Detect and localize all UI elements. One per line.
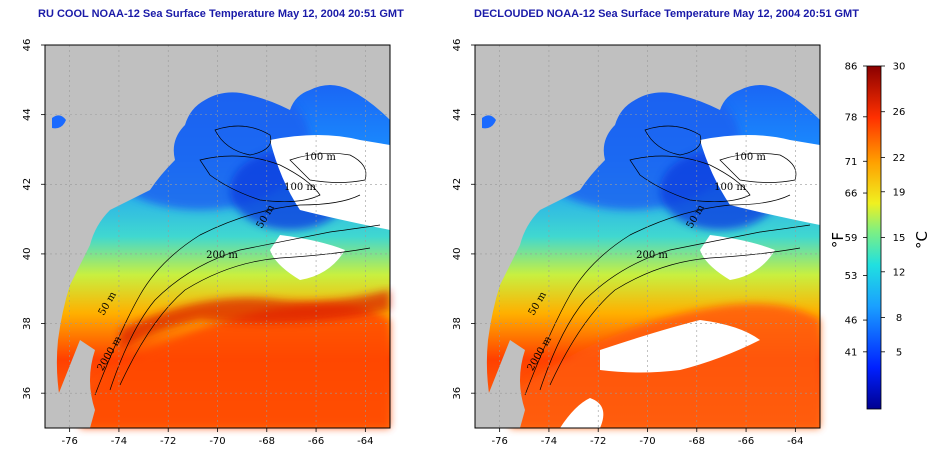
lat-tick-label: 42 [22,178,33,191]
lon-tick-label: -76 [491,436,507,447]
temperature-colorbar: 30 26 22 19 15 12 8 5 86 78 71 66 59 53 46 41 °F °C [829,62,931,410]
lon-tick-label: -68 [259,436,275,447]
lon-tick-label: -72 [160,436,176,447]
left-bathymetry-contours [94,125,381,396]
fahrenheit-tick-label: 71 [845,157,858,168]
celsius-tick-label: 30 [893,62,906,73]
left-map-title: RU COOL NOAA-12 Sea Surface Temperature … [38,8,404,20]
lat-tick-label: 40 [452,248,463,261]
celsius-unit-label: °C [913,231,931,249]
fahrenheit-tick-label: 41 [845,347,858,358]
lat-tick-label: 44 [452,108,463,121]
celsius-tick-label: 8 [896,313,902,324]
lat-tick-label: 44 [22,108,33,121]
fahrenheit-tick-label: 59 [845,233,858,244]
lat-tick-label: 38 [22,317,33,330]
lat-tick-label: 36 [22,387,33,400]
contour-label: 100 m [304,152,336,163]
celsius-tick-label: 26 [893,107,906,118]
contour-label: 100 m [734,152,766,163]
colorbar-ticks: 30 26 22 19 15 12 8 5 86 78 71 66 59 53 46 41 [845,62,906,359]
contour-label: 100 m [284,182,316,193]
lon-tick-label: -70 [209,436,225,447]
left-grid [45,44,390,428]
right-cloud-gap [600,320,760,373]
right-bathymetry-contours [524,125,811,396]
contour-label: 200 m [636,250,668,261]
lon-tick-label: -68 [689,436,705,447]
fahrenheit-unit-label: °F [829,232,847,248]
celsius-tick-label: 12 [893,267,906,278]
right-axis-ticks: -76 -74 -72 -70 -68 -66 -64 36 38 40 42 44 46 [452,39,804,447]
left-land-mass [45,45,390,428]
lon-tick-label: -72 [590,436,606,447]
lon-tick-label: -66 [308,436,324,447]
lon-tick-label: -64 [787,436,803,447]
fahrenheit-tick-label: 78 [845,112,858,123]
lat-tick-label: 36 [452,387,463,400]
celsius-tick-label: 5 [896,347,902,358]
contour-label: 200 m [206,250,238,261]
lat-tick-label: 38 [452,317,463,330]
right-map-title: DECLOUDED NOAA-12 Sea Surface Temperatur… [474,8,859,20]
fahrenheit-tick-label: 66 [845,189,858,200]
fahrenheit-tick-label: 86 [845,62,858,73]
lon-tick-label: -66 [738,436,754,447]
lon-tick-label: -64 [357,436,373,447]
celsius-tick-label: 15 [893,233,906,244]
fahrenheit-tick-label: 46 [845,316,858,327]
lon-tick-label: -70 [639,436,655,447]
contour-label: 100 m [714,182,746,193]
right-grid [475,44,820,428]
right-land-mass [475,45,820,428]
left-axis-ticks: -76 -74 -72 -70 -68 -66 -64 36 38 40 42 44 46 [22,39,374,447]
lon-tick-label: -76 [61,436,77,447]
lat-tick-label: 46 [452,39,463,52]
colorbar-gradient [866,65,882,410]
fahrenheit-tick-label: 53 [845,271,858,282]
lat-tick-label: 42 [452,178,463,191]
lat-tick-label: 40 [22,248,33,261]
right-sst-map: -76 -74 -72 -70 -68 -66 -64 36 38 40 42 44 46 100 m 1… [452,39,821,447]
left-sst-map: -76 -74 -72 -70 -68 -66 -64 36 38 40 42 44 46 100 m 1… [22,39,391,447]
celsius-tick-label: 22 [893,153,906,164]
lat-tick-label: 46 [22,39,33,52]
left-gulf-stream [80,304,390,428]
lon-tick-label: -74 [541,436,557,447]
lon-tick-label: -74 [111,436,127,447]
celsius-tick-label: 19 [893,187,906,198]
